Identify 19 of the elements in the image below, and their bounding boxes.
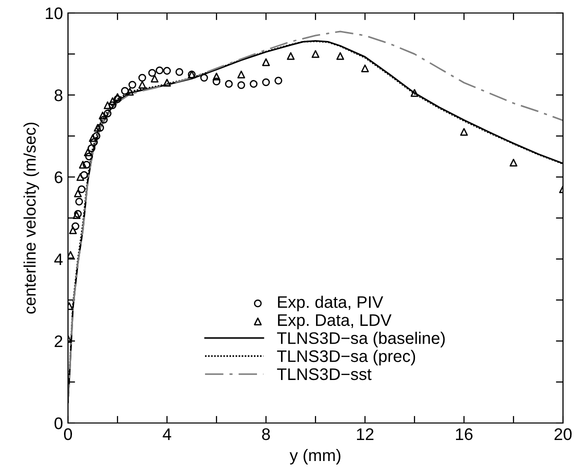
legend-label: Exp. Data, LDV: [278, 314, 392, 330]
y-tick-label: 4: [54, 254, 63, 266]
legend-label: TLNS3D−sa (prec): [277, 350, 416, 366]
y-tick-label: 10: [46, 7, 62, 20]
x-tick-label: 0: [64, 428, 72, 440]
y-tick-label: 2: [54, 335, 62, 348]
x-tick-label: 20: [554, 428, 572, 440]
y-tick-label: 6: [54, 171, 62, 184]
x-tick-label: 8: [262, 428, 270, 440]
y-axis-title: centerline velocity (m/sec): [24, 122, 40, 314]
legend-label: TLNS3D−sa (baseline): [277, 332, 445, 348]
x-tick-label: 12: [357, 428, 374, 440]
y-tick-label: 0: [54, 417, 62, 430]
x-tick-label: 4: [162, 428, 172, 440]
x-axis-title: y (mm): [290, 448, 340, 464]
x-tick-label: 16: [456, 428, 473, 440]
legend-label: Exp. data, PIV: [278, 296, 384, 312]
y-tick-label: 8: [54, 89, 62, 102]
legend-label: TLNS3D−sst: [277, 368, 372, 380]
